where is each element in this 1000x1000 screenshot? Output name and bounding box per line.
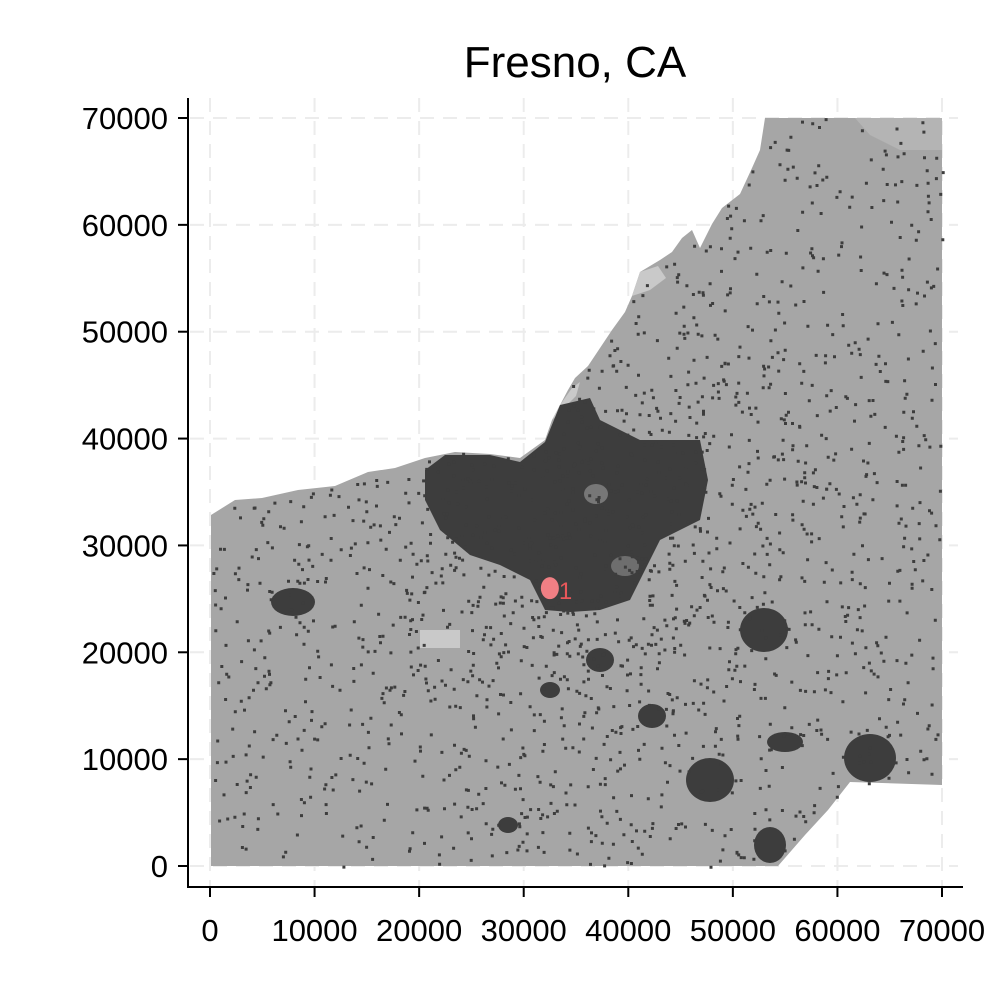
urban-cluster [271, 588, 315, 616]
x-tick-label: 0 [201, 913, 218, 948]
light-patch [420, 630, 460, 648]
axes: 0 10000 20000 30000 40000 50000 60000 70000 0 100… [82, 98, 985, 948]
light-patch [855, 118, 942, 150]
annotation-label: 1 [559, 578, 572, 605]
urban-cluster [586, 648, 614, 672]
y-tick-label: 10000 [82, 742, 168, 777]
y-tick-label: 20000 [82, 635, 168, 670]
urban-cluster [754, 827, 786, 863]
x-tick-label: 20000 [376, 913, 462, 948]
urban-cluster [638, 704, 666, 728]
y-tick-label: 70000 [82, 101, 168, 136]
highlight-blob [540, 577, 559, 600]
urban-cluster [740, 608, 788, 652]
urban-cluster [767, 732, 803, 752]
y-tick-label: 30000 [82, 528, 168, 563]
y-tick-label: 0 [151, 849, 168, 884]
urban-cluster [844, 734, 896, 782]
y-tick-label: 40000 [82, 422, 168, 457]
urban-cluster [498, 817, 518, 833]
x-tick-label: 50000 [690, 913, 776, 948]
x-tick-label: 30000 [481, 913, 567, 948]
x-tick-label: 40000 [585, 913, 671, 948]
light-patch [632, 266, 666, 296]
urban-cluster [540, 682, 560, 698]
x-tick-label: 60000 [794, 913, 880, 948]
urban-gap [584, 484, 608, 504]
highlight-area: 1 [540, 577, 572, 605]
y-tick-label: 60000 [82, 208, 168, 243]
x-tick-label: 10000 [271, 913, 357, 948]
y-tick-label: 50000 [82, 315, 168, 350]
map-title: Fresno, CA [463, 38, 687, 87]
urban-cluster [686, 758, 734, 802]
x-tick-label: 70000 [899, 913, 985, 948]
